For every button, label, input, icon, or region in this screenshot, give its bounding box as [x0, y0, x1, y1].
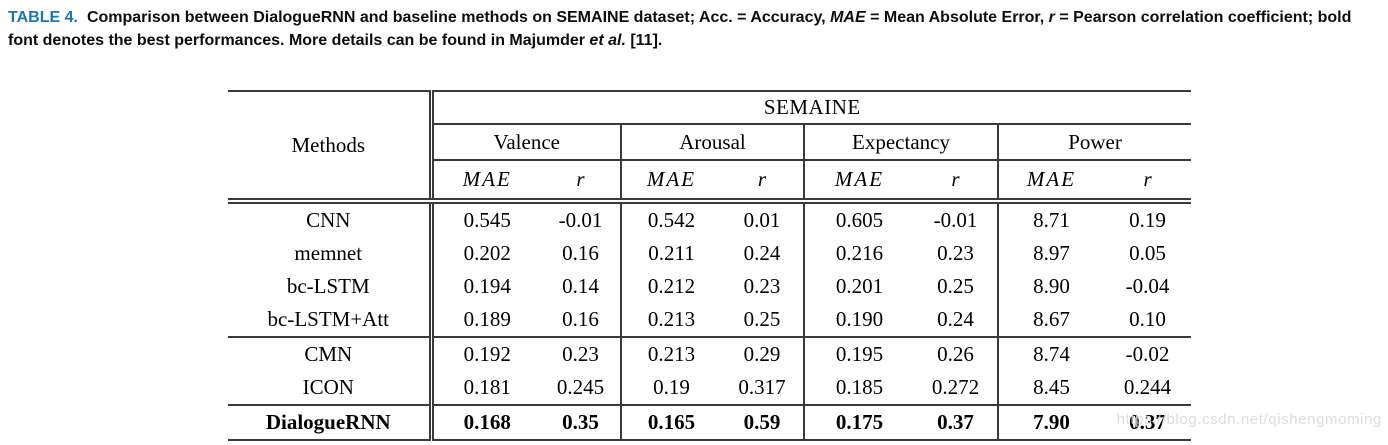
- method-cell: bc-LSTM+Att: [228, 303, 434, 338]
- value-cell-arousal-mae: 0.213: [647, 342, 696, 366]
- value-cell-expectancy-mae: 0.216: [835, 241, 884, 265]
- value-cell-expectancy-r: -0.01: [914, 201, 999, 237]
- value-cell-expectancy-mae: 0.195: [835, 342, 884, 366]
- method-cell: memnet: [228, 237, 434, 270]
- value-cell-arousal-r: 0.23: [721, 270, 805, 303]
- value-cell-power-mae: 7.90: [1033, 410, 1070, 434]
- table-row-cnn: CNN 0.545 -0.01 0.542 0.01 0.605 -0.01 8…: [228, 201, 1191, 237]
- subheader-label: MAE: [1026, 167, 1077, 191]
- caption-etal-term: et al.: [589, 32, 626, 49]
- value-cell-expectancy-mae: 0.175: [835, 410, 884, 434]
- table-caption-label: TABLE 4.: [8, 9, 78, 26]
- methods-header: Methods: [228, 91, 434, 204]
- value-cell-arousal-mae: 0.165: [647, 410, 696, 434]
- value-cell-valence-mae: 0.194: [463, 274, 511, 298]
- value-cell-valence-r: 0.35: [541, 405, 622, 440]
- value-cell-power-mae: 8.97: [1033, 241, 1070, 265]
- value-cell-valence-r: 0.14: [541, 270, 622, 303]
- value-cell-arousal-mae: 0.19: [621, 371, 721, 406]
- method-cell: DialogueRNN: [228, 405, 434, 440]
- method-cell: CNN: [228, 201, 434, 237]
- group-header-expectancy: Expectancy: [804, 124, 999, 161]
- table-row-bc-lstm-att: bc-LSTM+Att 0.189 0.16 0.213 0.25 0.190 …: [228, 303, 1192, 338]
- subheader-label: MAE: [646, 167, 697, 191]
- value-cell-expectancy-mae: 0.605: [835, 208, 884, 232]
- group-header-arousal: Arousal: [621, 124, 805, 161]
- value-cell-arousal-mae: 0.212: [647, 274, 696, 298]
- value-cell-power-r: 0.37: [1129, 410, 1166, 434]
- value-cell-power-r: 0.10: [1104, 303, 1192, 338]
- caption-text-3: = Pearson correlation coefficient; bold …: [8, 9, 1352, 49]
- value-cell-arousal-r: 0.317: [721, 371, 805, 406]
- caption-text-1: Comparison between DialogueRNN and basel…: [86, 9, 831, 26]
- value-cell-power-mae: 8.74: [1033, 342, 1070, 366]
- value-cell-power-mae: 8.90: [1033, 274, 1070, 298]
- value-cell-power-r: 0.19: [1129, 208, 1166, 232]
- caption-text-2: = Mean Absolute Error,: [865, 9, 1049, 26]
- subheader-arousal-r: r: [721, 160, 805, 204]
- value-cell-expectancy-mae: 0.201: [835, 274, 884, 298]
- value-cell-expectancy-r: 0.23: [914, 237, 999, 270]
- caption-r-term: r: [1048, 9, 1055, 26]
- subheader-power-r: r: [1104, 160, 1192, 204]
- value-cell-power-mae: 8.71: [1033, 208, 1070, 232]
- subheader-power-mae: MAE: [998, 160, 1104, 204]
- caption-text-4: [11].: [625, 32, 663, 49]
- value-cell-arousal-mae: 0.542: [647, 208, 696, 232]
- method-cell: CMN: [228, 337, 434, 371]
- subheader-valence-r: r: [541, 160, 622, 204]
- value-cell-arousal-r: 0.24: [721, 237, 805, 270]
- value-cell-valence-r: -0.01: [541, 201, 622, 237]
- subheader-arousal-mae: MAE: [621, 160, 721, 204]
- subheader-expectancy-mae: MAE: [804, 160, 914, 204]
- value-cell-arousal-r: 0.01: [721, 201, 805, 237]
- value-cell-valence-r: 0.245: [541, 371, 622, 406]
- value-cell-arousal-mae: 0.211: [648, 241, 695, 265]
- value-cell-expectancy-r: 0.24: [914, 303, 999, 338]
- value-cell-expectancy-mae: 0.185: [804, 371, 914, 406]
- table-row-memnet: memnet 0.202 0.16 0.211 0.24 0.216 0.23 …: [228, 237, 1191, 270]
- value-cell-expectancy-r: 0.272: [914, 371, 999, 406]
- results-table: Methods SEMAINE Valence Arousal Expectan…: [228, 90, 1192, 441]
- subheader-label: MAE: [834, 167, 885, 191]
- value-cell-expectancy-r: 0.25: [914, 270, 999, 303]
- value-cell-arousal-r: 0.59: [721, 405, 805, 440]
- value-cell-valence-mae: 0.189: [431, 303, 541, 338]
- table-row-cmn: CMN 0.192 0.23 0.213 0.29 0.195 0.26 8.7…: [228, 337, 1191, 371]
- value-cell-power-r: 0.05: [1129, 241, 1166, 265]
- value-cell-expectancy-r: 0.26: [914, 337, 999, 371]
- value-cell-power-mae: 8.67: [998, 303, 1104, 338]
- value-cell-arousal-r: 0.29: [721, 337, 805, 371]
- table-row-dialoguernn: DialogueRNN 0.168 0.35 0.165 0.59 0.175 …: [228, 405, 1191, 440]
- value-cell-valence-r: 0.16: [541, 303, 622, 338]
- table-caption: TABLE 4. Comparison between DialogueRNN a…: [8, 6, 1382, 52]
- method-cell: ICON: [228, 371, 434, 406]
- value-cell-expectancy-mae: 0.190: [804, 303, 914, 338]
- value-cell-power-r: 0.244: [1104, 371, 1192, 406]
- subheader-valence-mae: MAE: [431, 160, 541, 204]
- table-row-icon: ICON 0.181 0.245 0.19 0.317 0.185 0.272 …: [228, 371, 1192, 406]
- method-cell: bc-LSTM: [228, 270, 434, 303]
- value-cell-power-mae: 8.45: [998, 371, 1104, 406]
- group-header-power: Power: [998, 124, 1192, 161]
- value-cell-power-r: -0.02: [1125, 342, 1170, 366]
- table-row-bc-lstm: bc-LSTM 0.194 0.14 0.212 0.23 0.201 0.25…: [228, 270, 1191, 303]
- value-cell-arousal-mae: 0.213: [621, 303, 721, 338]
- caption-mae-term: MAE: [830, 9, 866, 26]
- group-header-valence: Valence: [431, 124, 622, 161]
- dataset-header: SEMAINE: [431, 91, 1192, 125]
- value-cell-valence-mae: 0.202: [463, 241, 511, 265]
- value-cell-valence-r: 0.23: [541, 337, 622, 371]
- value-cell-valence-mae: 0.545: [463, 208, 511, 232]
- value-cell-valence-mae: 0.168: [463, 410, 511, 434]
- value-cell-arousal-r: 0.25: [721, 303, 805, 338]
- value-cell-expectancy-r: 0.37: [914, 405, 999, 440]
- value-cell-valence-r: 0.16: [541, 237, 622, 270]
- subheader-expectancy-r: r: [914, 160, 999, 204]
- subheader-label: MAE: [462, 167, 512, 191]
- value-cell-valence-mae: 0.192: [463, 342, 511, 366]
- value-cell-power-r: -0.04: [1125, 274, 1170, 298]
- value-cell-valence-mae: 0.181: [431, 371, 541, 406]
